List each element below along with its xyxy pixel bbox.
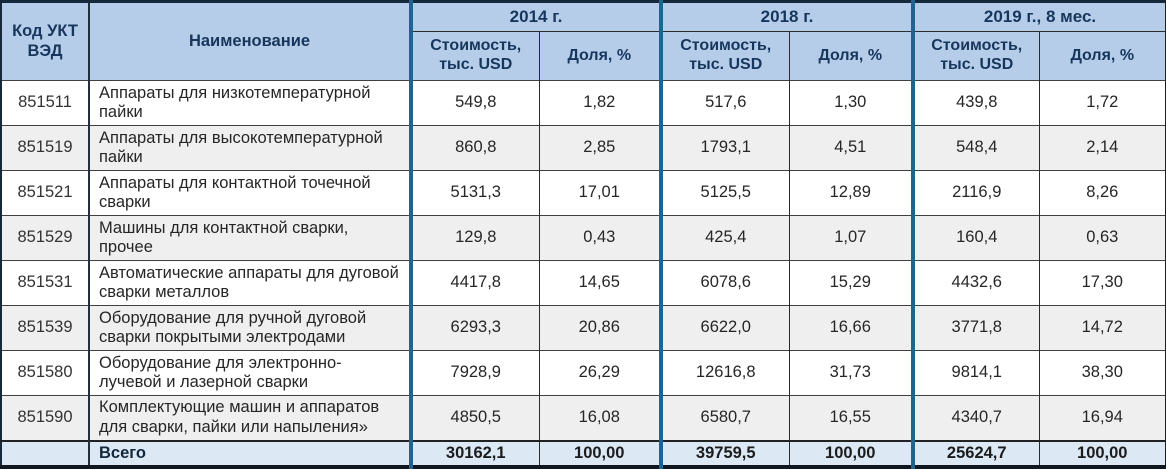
header-year-2018: 2018 г. (659, 1, 913, 32)
value-cost: 549,8 (409, 80, 539, 126)
table-row: 851529 Машины для контактной сварки, проч… (1, 215, 1166, 261)
value-cost: 4432,6 (911, 260, 1039, 306)
value-share: 16,94 (1038, 395, 1166, 441)
value-share: 16,08 (538, 395, 661, 441)
table-row: 851511 Аппараты для низкотемпературной па… (1, 80, 1166, 126)
total-value-cost: 39759,5 (659, 439, 789, 467)
value-share: 1,07 (788, 215, 913, 261)
total-row: Всего 30162,1 100,00 39759,5 100,00 25624,7 10… (1, 439, 1166, 467)
value-share: 2,14 (1038, 125, 1166, 171)
row-name: Аппараты для контактной точечной сварки (88, 170, 411, 216)
value-cost: 1793,1 (659, 125, 789, 171)
value-cost: 5131,3 (409, 170, 539, 216)
row-name: Автоматические аппараты для дуговой свар… (88, 260, 411, 306)
value-share: 31,73 (788, 350, 913, 396)
value-share: 15,29 (788, 260, 913, 306)
total-label: Всего (88, 439, 411, 467)
total-value-share: 100,00 (788, 439, 913, 467)
value-share: 2,85 (538, 125, 661, 171)
header-sub-row: Стоимость, тыс. USD Доля, % Стоимость, т… (1, 31, 1166, 81)
value-cost: 439,8 (911, 80, 1039, 126)
header-year-2019: 2019 г., 8 мес. (910, 1, 1166, 32)
total-value-share: 100,00 (538, 439, 661, 467)
value-cost: 160,4 (911, 215, 1039, 261)
value-share: 4,51 (788, 125, 913, 171)
table-row: 851590 Комплектующие машин и аппаратов дл… (1, 395, 1166, 441)
value-cost: 6078,6 (659, 260, 789, 306)
value-cost: 6580,7 (659, 395, 789, 441)
row-code: 851519 (1, 125, 89, 171)
value-share: 1,30 (788, 80, 913, 126)
value-share: 16,55 (788, 395, 913, 441)
value-share: 17,30 (1038, 260, 1166, 306)
header-cost-2019: Стоимость, тыс. USD (911, 31, 1039, 81)
header-share-2014: Доля, % (538, 31, 661, 81)
value-cost: 4850,5 (409, 395, 539, 441)
value-cost: 425,4 (659, 215, 789, 261)
value-cost: 4340,7 (911, 395, 1039, 441)
header-code: Код УКТ ВЭД (1, 1, 89, 81)
header-cost-2014: Стоимость, тыс. USD (409, 31, 539, 81)
table-row: 851580 Оборудование для электронно-лучево… (1, 350, 1166, 396)
value-share: 1,82 (538, 80, 661, 126)
value-cost: 548,4 (911, 125, 1039, 171)
value-share: 16,66 (788, 305, 913, 351)
row-code: 851511 (1, 80, 89, 126)
table-row: 851521 Аппараты для контактной точечной с… (1, 170, 1166, 216)
total-value-cost: 25624,7 (911, 439, 1039, 467)
value-share: 14,65 (538, 260, 661, 306)
header-name: Наименование (88, 1, 411, 81)
value-cost: 860,8 (409, 125, 539, 171)
value-cost: 7928,9 (409, 350, 539, 396)
value-share: 0,43 (538, 215, 661, 261)
row-code: 851529 (1, 215, 89, 261)
total-code-empty (1, 439, 89, 467)
value-share: 12,89 (788, 170, 913, 216)
header-cost-2018: Стоимость, тыс. USD (659, 31, 789, 81)
row-code: 851531 (1, 260, 89, 306)
value-cost: 4417,8 (409, 260, 539, 306)
total-value-share: 100,00 (1038, 439, 1166, 467)
row-code: 851521 (1, 170, 89, 216)
row-code: 851539 (1, 305, 89, 351)
value-share: 1,72 (1038, 80, 1166, 126)
header-share-2019: Доля, % (1038, 31, 1166, 81)
value-share: 14,72 (1038, 305, 1166, 351)
value-cost: 517,6 (659, 80, 789, 126)
value-cost: 129,8 (409, 215, 539, 261)
row-name: Оборудование для ручной дуговой сварки п… (88, 305, 411, 351)
table-row: 851519 Аппараты для высокотемпературной п… (1, 125, 1166, 171)
table-row: 851539 Оборудование для ручной дуговой св… (1, 305, 1166, 351)
value-share: 8,26 (1038, 170, 1166, 216)
value-share: 26,29 (538, 350, 661, 396)
row-code: 851590 (1, 395, 89, 441)
total-value-cost: 30162,1 (409, 439, 539, 467)
value-cost: 5125,5 (659, 170, 789, 216)
row-name: Аппараты для низкотемпературной пайки (88, 80, 411, 126)
table-row: 851531 Автоматические аппараты для дугово… (1, 260, 1166, 306)
value-cost: 9814,1 (911, 350, 1039, 396)
value-cost: 6293,3 (409, 305, 539, 351)
value-share: 20,86 (538, 305, 661, 351)
header-group-row: Код УКТ ВЭД Наименование 2014 г. 2018 г.… (1, 1, 1166, 81)
table-body: 851511 Аппараты для низкотемпературной па… (1, 80, 1166, 467)
row-name: Машины для контактной сварки, прочее (88, 215, 411, 261)
row-name: Комплектующие машин и аппаратов для свар… (88, 395, 411, 441)
table-header: Код УКТ ВЭД Наименование 2014 г. 2018 г.… (1, 1, 1166, 81)
row-name: Оборудование для электронно-лучевой и ла… (88, 350, 411, 396)
value-share: 0,63 (1038, 215, 1166, 261)
header-year-2014: 2014 г. (409, 1, 661, 32)
value-cost: 3771,8 (911, 305, 1039, 351)
header-share-2018: Доля, % (788, 31, 913, 81)
row-name: Аппараты для высокотемпературной пайки (88, 125, 411, 171)
value-cost: 12616,8 (659, 350, 789, 396)
value-share: 17,01 (538, 170, 661, 216)
row-code: 851580 (1, 350, 89, 396)
value-cost: 2116,9 (911, 170, 1039, 216)
value-share: 38,30 (1038, 350, 1166, 396)
value-cost: 6622,0 (659, 305, 789, 351)
